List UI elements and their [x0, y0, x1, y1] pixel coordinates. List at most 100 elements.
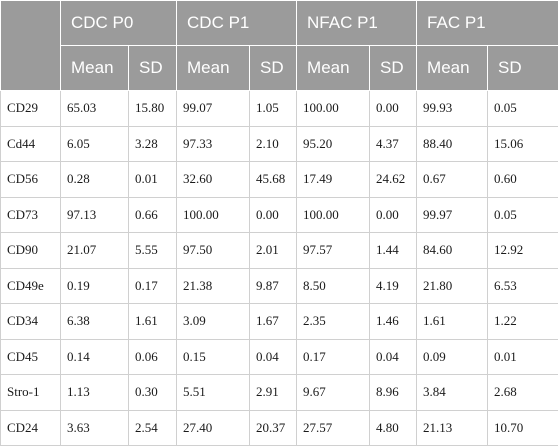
table-row: CD29 65.03 15.80 99.07 1.05 100.00 0.00 …: [0, 90, 558, 127]
sub-header-mean: Mean: [176, 45, 251, 91]
table-cell: 9.87: [249, 267, 298, 304]
table-body: CD29 65.03 15.80 99.07 1.05 100.00 0.00 …: [0, 90, 558, 446]
table-cell: 1.61: [127, 303, 178, 340]
table-cell: 0.19: [60, 267, 129, 304]
table-cell: 99.97: [416, 196, 489, 233]
table-cell: 1.46: [369, 303, 418, 340]
table-cell: 1.44: [369, 232, 418, 269]
table-cell: 0.66: [127, 196, 178, 233]
table-cell: 0.00: [369, 90, 418, 127]
row-label: CD45: [0, 338, 61, 375]
table-cell: 6.38: [60, 303, 129, 340]
table-cell: 0.01: [487, 338, 558, 375]
table-cell: 20.37: [249, 409, 298, 446]
table-header: CDC P0 CDC P1 NFAC P1 FAC P1 Mean SD Mea…: [0, 0, 558, 91]
table-cell: 2.68: [487, 374, 558, 411]
table-cell: 10.70: [487, 409, 558, 446]
table-row: CD49e 0.19 0.17 21.38 9.87 8.50 4.19 21.…: [0, 267, 558, 304]
table-row: CD90 21.07 5.55 97.50 2.01 97.57 1.44 84…: [0, 232, 558, 269]
table-cell: 1.67: [249, 303, 298, 340]
row-label: CD73: [0, 196, 61, 233]
table-cell: 6.53: [487, 267, 558, 304]
table-cell: 24.62: [369, 161, 418, 198]
table-row: CD45 0.14 0.06 0.15 0.04 0.17 0.04 0.09 …: [0, 338, 558, 375]
table-cell: 100.00: [296, 90, 371, 127]
table-cell: 1.13: [60, 374, 129, 411]
table-cell: 1.22: [487, 303, 558, 340]
table-cell: 21.13: [416, 409, 489, 446]
table-row: CD24 3.63 2.54 27.40 20.37 27.57 4.80 21…: [0, 409, 558, 446]
table-cell: 97.33: [176, 125, 251, 162]
sub-header-row: Mean SD Mean SD Mean SD Mean SD: [1, 45, 558, 91]
table-cell: 17.49: [296, 161, 371, 198]
table-row: CD56 0.28 0.01 32.60 45.68 17.49 24.62 0…: [0, 161, 558, 198]
table-cell: 3.84: [416, 374, 489, 411]
table-cell: 0.00: [249, 196, 298, 233]
sub-header-mean: Mean: [416, 45, 489, 91]
table-cell: 0.06: [127, 338, 178, 375]
table-cell: 0.15: [176, 338, 251, 375]
table-cell: 2.01: [249, 232, 298, 269]
table-cell: 99.93: [416, 90, 489, 127]
table-cell: 88.40: [416, 125, 489, 162]
table-cell: 6.05: [60, 125, 129, 162]
sub-header-mean: Mean: [60, 45, 129, 91]
table-cell: 1.61: [416, 303, 489, 340]
table-cell: 2.91: [249, 374, 298, 411]
table-cell: 99.07: [176, 90, 251, 127]
table-cell: 3.28: [127, 125, 178, 162]
table-cell: 97.50: [176, 232, 251, 269]
table-cell: 0.04: [249, 338, 298, 375]
row-label: CD34: [0, 303, 61, 340]
table-cell: 0.60: [487, 161, 558, 198]
group-header-cdc-p0: CDC P0: [59, 0, 178, 46]
header-corner-cell: [0, 0, 61, 91]
row-label: Stro-1: [0, 374, 61, 411]
table-cell: 3.63: [60, 409, 129, 446]
table-cell: 2.10: [249, 125, 298, 162]
table-cell: 0.05: [487, 90, 558, 127]
table-cell: 4.19: [369, 267, 418, 304]
row-label: CD56: [0, 161, 61, 198]
row-label: Cd44: [0, 125, 61, 162]
table-cell: 8.50: [296, 267, 371, 304]
table-cell: 2.35: [296, 303, 371, 340]
table-cell: 8.96: [369, 374, 418, 411]
table-cell: 5.55: [127, 232, 178, 269]
table-cell: 84.60: [416, 232, 489, 269]
table-cell: 15.06: [487, 125, 558, 162]
table-cell: 21.07: [60, 232, 129, 269]
table-cell: 21.80: [416, 267, 489, 304]
group-header-fac-p1: FAC P1: [416, 0, 558, 46]
table-cell: 3.09: [176, 303, 251, 340]
table-cell: 0.30: [127, 374, 178, 411]
table-cell: 4.37: [369, 125, 418, 162]
table-cell: 0.00: [369, 196, 418, 233]
table-cell: 100.00: [296, 196, 371, 233]
table-cell: 0.01: [127, 161, 178, 198]
group-header-cdc-p1: CDC P1: [176, 0, 298, 46]
row-label: CD49e: [0, 267, 61, 304]
table-cell: 9.67: [296, 374, 371, 411]
row-label: CD24: [0, 409, 61, 446]
table-cell: 100.00: [176, 196, 251, 233]
table-cell: 27.40: [176, 409, 251, 446]
sub-header-sd: SD: [127, 45, 178, 91]
table-cell: 1.05: [249, 90, 298, 127]
table-row: CD34 6.38 1.61 3.09 1.67 2.35 1.46 1.61 …: [0, 303, 558, 340]
table-cell: 0.17: [127, 267, 178, 304]
table-cell: 12.92: [487, 232, 558, 269]
table-cell: 15.80: [127, 90, 178, 127]
table-cell: 32.60: [176, 161, 251, 198]
table-cell: 4.80: [369, 409, 418, 446]
table-row: CD73 97.13 0.66 100.00 0.00 100.00 0.00 …: [0, 196, 558, 233]
table-cell: 27.57: [296, 409, 371, 446]
table-cell: 0.05: [487, 196, 558, 233]
table-cell: 97.57: [296, 232, 371, 269]
table-cell: 97.13: [60, 196, 129, 233]
table-cell: 0.17: [296, 338, 371, 375]
group-header-nfac-p1: NFAC P1: [296, 0, 418, 46]
table-row: Cd44 6.05 3.28 97.33 2.10 95.20 4.37 88.…: [0, 125, 558, 162]
table-cell: 0.28: [60, 161, 129, 198]
